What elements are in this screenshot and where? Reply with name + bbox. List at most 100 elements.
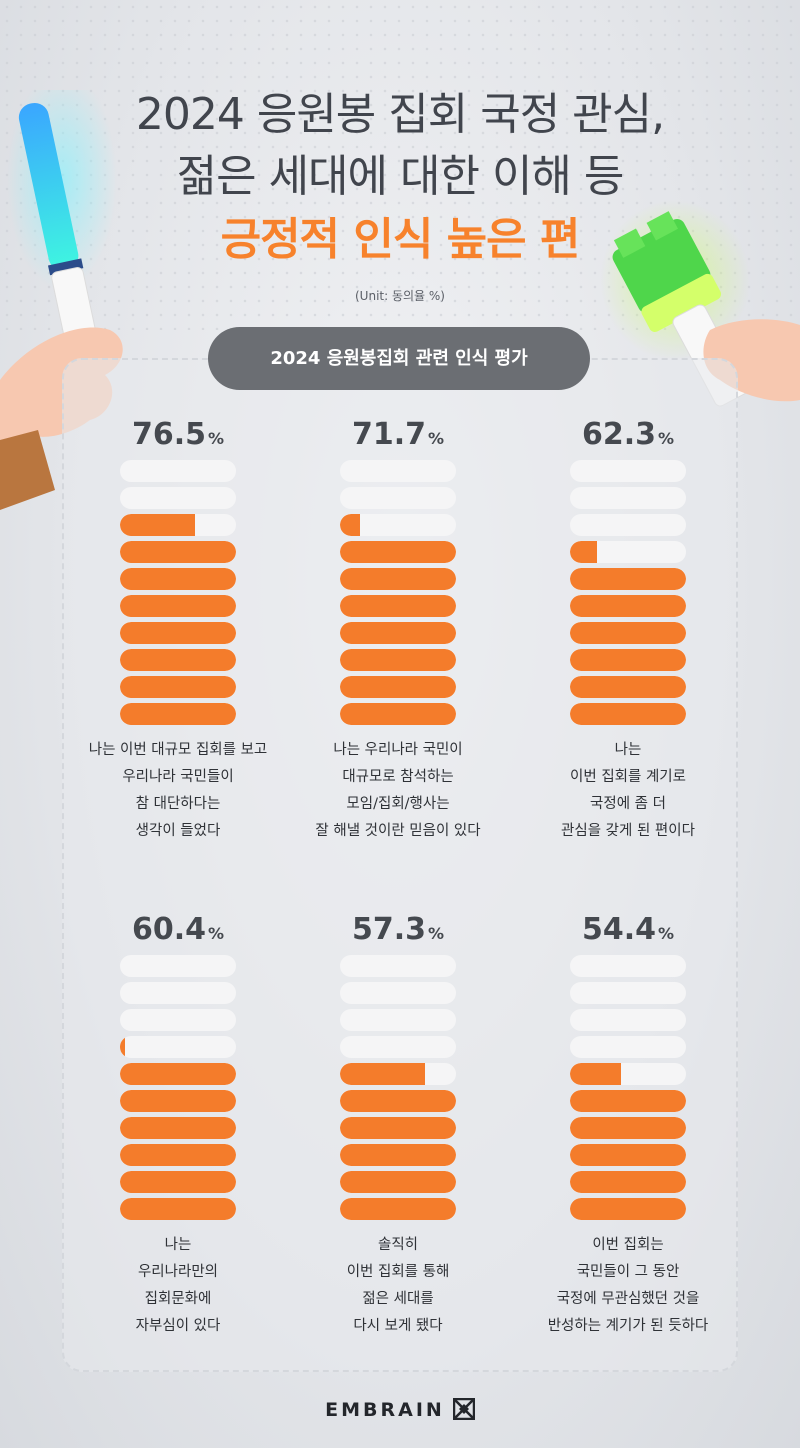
percent-value: 60.4 bbox=[131, 912, 206, 947]
bar-segment bbox=[120, 622, 236, 644]
bar-segment bbox=[120, 1063, 236, 1085]
bar-segment bbox=[570, 1063, 686, 1085]
bar-fill bbox=[570, 1063, 622, 1085]
bar-segment bbox=[340, 1117, 456, 1139]
bar-fill bbox=[570, 1090, 686, 1112]
brand-name: EMBRAIN bbox=[325, 1399, 445, 1421]
bar-segment bbox=[340, 649, 456, 671]
bar-segment bbox=[340, 1009, 456, 1031]
percent-label: 76.5% bbox=[68, 410, 288, 460]
bar-segment bbox=[340, 955, 456, 977]
bar-segment bbox=[340, 1144, 456, 1166]
bar-segment bbox=[570, 487, 686, 509]
title-line-2: 젊은 세대에 대한 이해 등 bbox=[176, 151, 625, 202]
bar-segment bbox=[340, 541, 456, 563]
bar-segment bbox=[570, 1036, 686, 1058]
bar-fill bbox=[340, 1063, 425, 1085]
bar-segment bbox=[120, 1117, 236, 1139]
percent-label: 62.3% bbox=[518, 410, 738, 460]
chart-card: 60.4% 나는 우리나라만의 집회문화에 자부심이 있다 bbox=[68, 905, 288, 1340]
bar-segment bbox=[340, 568, 456, 590]
stacked-bar bbox=[120, 460, 236, 725]
chart-card: 71.7% 나는 우리나라 국민이 대규모로 참석하는 모임/집회/행사는 잘 해… bbox=[288, 410, 508, 845]
bar-fill bbox=[120, 514, 196, 536]
bar-fill bbox=[570, 676, 686, 698]
bar-segment bbox=[570, 568, 686, 590]
bar-fill bbox=[340, 514, 360, 536]
statement-label: 솔직히 이번 집회를 통해 젊은 세대를 다시 보게 됐다 bbox=[346, 1237, 450, 1334]
bar-fill bbox=[120, 1036, 125, 1058]
bar-fill bbox=[340, 1171, 456, 1193]
bar-segment bbox=[120, 541, 236, 563]
bar-fill bbox=[120, 568, 236, 590]
bar-segment bbox=[570, 1171, 686, 1193]
bar-segment bbox=[570, 622, 686, 644]
bar-segment bbox=[340, 1090, 456, 1112]
bar-segment bbox=[570, 955, 686, 977]
stacked-bar bbox=[120, 955, 236, 1220]
bar-fill bbox=[340, 649, 456, 671]
bar-segment bbox=[340, 514, 456, 536]
percent-value: 71.7 bbox=[351, 417, 426, 452]
bar-fill bbox=[340, 1144, 456, 1166]
bar-fill bbox=[120, 1144, 236, 1166]
brand-logo: EMBRAIN bbox=[0, 1398, 800, 1421]
bar-segment bbox=[120, 676, 236, 698]
bar-fill bbox=[120, 1117, 236, 1139]
bar-segment bbox=[340, 595, 456, 617]
bar-fill bbox=[570, 622, 686, 644]
bar-segment bbox=[120, 1009, 236, 1031]
bar-fill bbox=[340, 595, 456, 617]
bar-segment bbox=[570, 982, 686, 1004]
bar-fill bbox=[340, 541, 456, 563]
percent-label: 54.4% bbox=[518, 905, 738, 955]
bar-segment bbox=[570, 703, 686, 725]
bar-segment bbox=[340, 460, 456, 482]
bar-fill bbox=[340, 703, 456, 725]
bar-segment bbox=[120, 1171, 236, 1193]
stacked-bar bbox=[340, 955, 456, 1220]
stacked-bar bbox=[570, 955, 686, 1220]
bar-fill bbox=[570, 1171, 686, 1193]
statement-label: 이번 집회는 국민들이 그 동안 국정에 무관심했던 것을 반성하는 계기가 된… bbox=[547, 1237, 709, 1334]
bar-segment bbox=[120, 568, 236, 590]
chart-card: 57.3% 솔직히 이번 집회를 통해 젊은 세대를 다시 보게 됐다 bbox=[288, 905, 508, 1340]
bar-fill bbox=[120, 1090, 236, 1112]
statement-label: 나는 이번 집회를 계기로 국정에 좀 더 관심을 갖게 된 편이다 bbox=[561, 742, 695, 839]
bar-fill bbox=[340, 1117, 456, 1139]
bar-fill bbox=[340, 676, 456, 698]
percent-value: 62.3 bbox=[581, 417, 656, 452]
bar-segment bbox=[570, 1009, 686, 1031]
percent-sign: % bbox=[658, 429, 675, 448]
percent-label: 57.3% bbox=[288, 905, 508, 955]
bar-segment bbox=[570, 649, 686, 671]
bar-segment bbox=[570, 595, 686, 617]
bar-fill bbox=[570, 1198, 686, 1220]
statement-label: 나는 이번 대규모 집회를 보고 우리나라 국민들이 참 대단하다는 생각이 들… bbox=[88, 742, 268, 839]
percent-sign: % bbox=[208, 429, 225, 448]
percent-sign: % bbox=[428, 924, 445, 943]
title-line-1: 2024 응원봉 집회 국정 관심, bbox=[135, 89, 665, 140]
bar-segment bbox=[340, 982, 456, 1004]
title-highlight: 긍정적 인식 높은 편 bbox=[220, 214, 581, 265]
stacked-bar bbox=[570, 460, 686, 725]
bar-fill bbox=[120, 1198, 236, 1220]
statement-label: 나는 우리나라 국민이 대규모로 참석하는 모임/집회/행사는 잘 해낼 것이란… bbox=[315, 742, 481, 839]
statement-label: 나는 우리나라만의 집회문화에 자부심이 있다 bbox=[135, 1237, 221, 1334]
bar-segment bbox=[570, 676, 686, 698]
bar-segment bbox=[120, 595, 236, 617]
bar-segment bbox=[120, 514, 236, 536]
bar-segment bbox=[120, 1090, 236, 1112]
bar-segment bbox=[120, 649, 236, 671]
percent-label: 71.7% bbox=[288, 410, 508, 460]
bar-fill bbox=[570, 568, 686, 590]
bar-fill bbox=[120, 703, 236, 725]
percent-label: 60.4% bbox=[68, 905, 288, 955]
bar-segment bbox=[340, 487, 456, 509]
percent-value: 57.3 bbox=[351, 912, 426, 947]
bar-segment bbox=[340, 676, 456, 698]
bar-segment bbox=[340, 1198, 456, 1220]
bar-segment bbox=[120, 703, 236, 725]
bar-segment bbox=[340, 1063, 456, 1085]
bar-segment bbox=[570, 1117, 686, 1139]
